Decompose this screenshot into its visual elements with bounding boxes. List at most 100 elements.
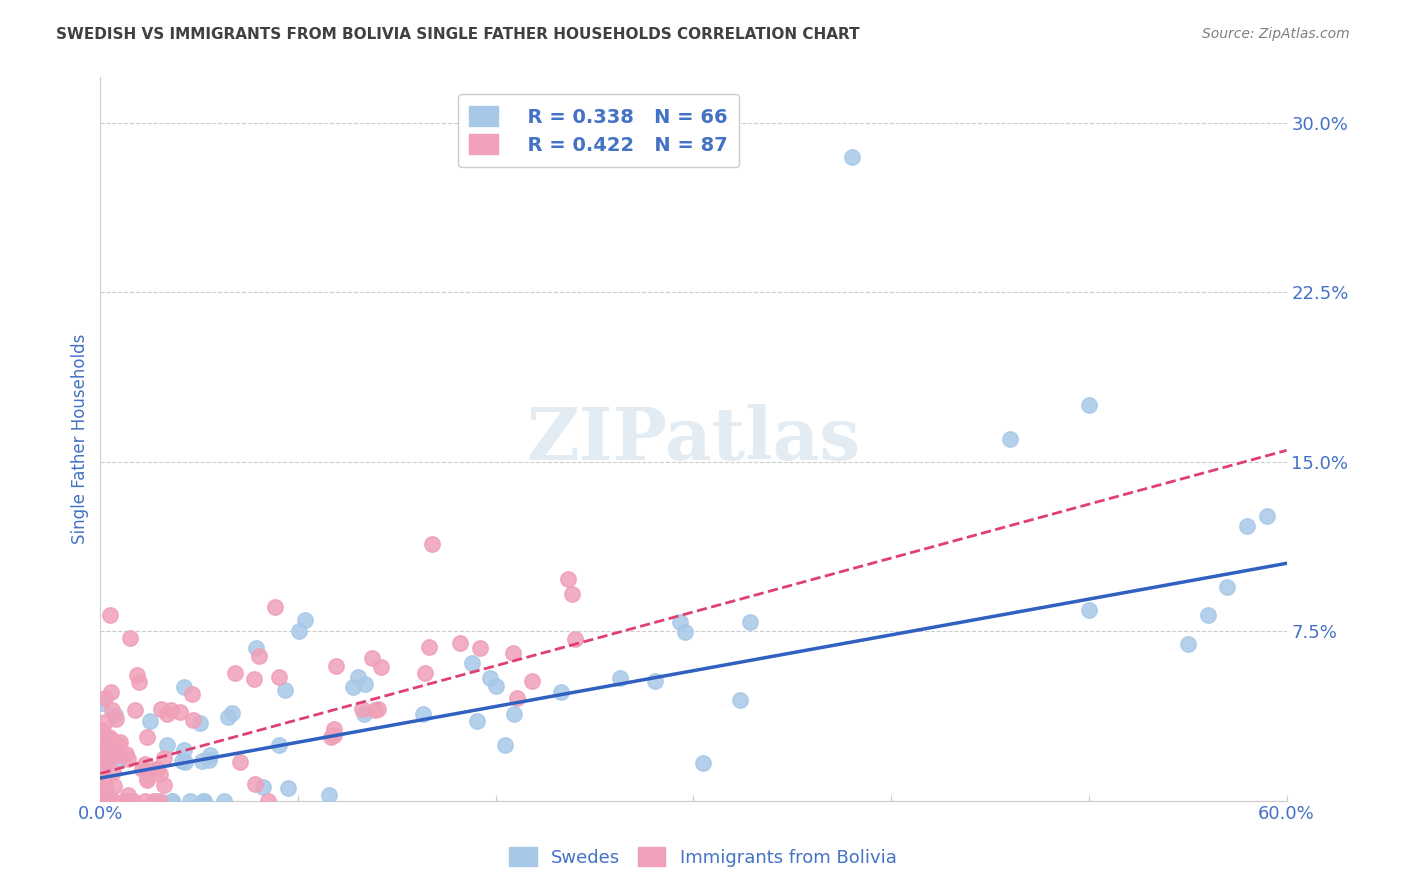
Point [100, 703, 122, 717]
Point [117, 788, 139, 802]
Point [107, 745, 129, 759]
Point [117, 752, 139, 766]
Point [243, 672, 266, 686]
Point [91, 746, 114, 760]
Point [1177, 637, 1199, 651]
Point [1197, 608, 1219, 623]
Point [94, 782, 117, 797]
Point [1077, 603, 1099, 617]
Point [468, 640, 491, 655]
Point [156, 706, 179, 721]
Point [136, 772, 159, 786]
Point [193, 794, 215, 808]
Point [478, 671, 501, 685]
Point [100, 685, 122, 699]
Point [1216, 580, 1239, 594]
Point [91, 780, 114, 795]
Point [181, 714, 204, 728]
Point [149, 794, 172, 808]
Point [198, 753, 221, 767]
Point [173, 742, 195, 756]
Point [181, 687, 204, 701]
Point [103, 794, 125, 808]
Point [188, 716, 211, 731]
Point [98, 794, 121, 808]
Point [505, 690, 527, 705]
Point [103, 764, 125, 779]
Point [370, 660, 392, 674]
Text: SWEDISH VS IMMIGRANTS FROM BOLIVIA SINGLE FATHER HOUSEHOLDS CORRELATION CHART: SWEDISH VS IMMIGRANTS FROM BOLIVIA SINGL… [56, 27, 860, 42]
Point [91, 789, 114, 804]
Point [153, 750, 176, 764]
Point [550, 685, 572, 699]
Point [728, 693, 751, 707]
Point [91, 723, 114, 737]
Point [96, 754, 118, 768]
Point [267, 738, 290, 752]
Point [673, 624, 696, 639]
Point [94, 776, 117, 790]
Point [115, 794, 138, 808]
Point [173, 756, 195, 770]
Point [249, 649, 271, 664]
Point [494, 739, 516, 753]
Point [561, 587, 583, 601]
Point [143, 794, 166, 808]
Point [418, 640, 440, 654]
Point [502, 646, 524, 660]
Point [998, 432, 1021, 446]
Point [94, 791, 117, 805]
Point [257, 794, 280, 808]
Point [252, 780, 274, 795]
Point [91, 736, 114, 750]
Point [153, 778, 176, 792]
Point [212, 794, 235, 808]
Point [108, 738, 131, 752]
Point [564, 632, 586, 646]
Point [217, 710, 239, 724]
Point [115, 747, 138, 762]
Point [277, 781, 299, 796]
Point [118, 631, 141, 645]
Point [224, 666, 246, 681]
Point [148, 794, 170, 808]
Point [142, 794, 165, 808]
Point [94, 746, 117, 760]
Point [318, 788, 340, 802]
Point [557, 572, 579, 586]
Point [609, 671, 631, 685]
Point [139, 714, 162, 729]
Point [135, 764, 157, 779]
Point [274, 682, 297, 697]
Point [134, 794, 156, 808]
Point [136, 773, 159, 788]
Point [122, 794, 145, 808]
Point [319, 730, 342, 744]
Point [193, 794, 215, 808]
Point [229, 755, 252, 769]
Point [179, 794, 201, 808]
Point [191, 754, 214, 768]
Point [692, 756, 714, 771]
Point [323, 722, 346, 736]
Point [460, 656, 482, 670]
Point [245, 641, 267, 656]
Text: Source: ZipAtlas.com: Source: ZipAtlas.com [1202, 27, 1350, 41]
Point [91, 749, 114, 764]
Point [520, 673, 543, 688]
Point [91, 794, 114, 808]
Point [91, 730, 114, 744]
Point [1236, 519, 1258, 533]
Point [325, 658, 347, 673]
Point [841, 149, 863, 163]
Point [221, 706, 243, 720]
Point [1077, 398, 1099, 412]
Point [160, 703, 183, 717]
Point [93, 757, 115, 772]
Point [104, 747, 127, 762]
Legend:   R = 0.338   N = 66,   R = 0.422   N = 87: R = 0.338 N = 66, R = 0.422 N = 87 [458, 95, 740, 167]
Point [269, 670, 291, 684]
Point [128, 674, 150, 689]
Y-axis label: Single Father Households: Single Father Households [72, 334, 89, 544]
Point [366, 702, 388, 716]
